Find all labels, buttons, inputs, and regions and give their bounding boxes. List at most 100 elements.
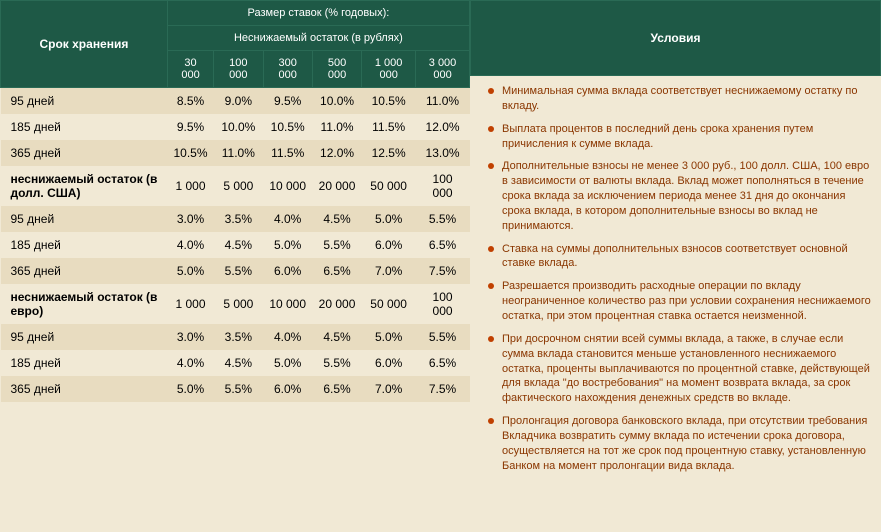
amount-col-4: 1 000 000 [362, 51, 416, 88]
cell: 5.0% [167, 376, 213, 402]
cell: 20 000 [312, 284, 361, 324]
table-row: 185 дней4.0%4.5%5.0%5.5%6.0%6.5% [1, 232, 470, 258]
rates-table-container: Срок хранения Размер ставок (% годовых):… [0, 0, 470, 481]
cell: 7.5% [416, 376, 470, 402]
cell: 6.0% [263, 376, 312, 402]
cell: 5.5% [214, 376, 263, 402]
table-row: 95 дней3.0%3.5%4.0%4.5%5.0%5.5% [1, 206, 470, 232]
cell: 13.0% [416, 140, 470, 166]
rates-panel: Срок хранения Размер ставок (% годовых):… [0, 0, 881, 481]
conditions-panel: Условия Минимальная сумма вклада соответ… [470, 0, 881, 481]
cell: 5.0% [263, 350, 312, 376]
cell: 10 000 [263, 284, 312, 324]
row-label: 95 дней [1, 324, 168, 350]
cell: 10 000 [263, 166, 312, 206]
cell: 9.5% [263, 88, 312, 115]
condition-item: Пролонгация договора банковского вклада,… [488, 414, 871, 473]
cell: 11.5% [362, 114, 416, 140]
cell: 50 000 [362, 284, 416, 324]
cell: 6.0% [362, 232, 416, 258]
row-label: 185 дней [1, 232, 168, 258]
amount-col-5: 3 000 000 [416, 51, 470, 88]
cell: 4.0% [167, 350, 213, 376]
col-min-balance-rub: Неснижаемый остаток (в рублях) [167, 26, 469, 51]
cell: 6.5% [416, 350, 470, 376]
row-label: 185 дней [1, 114, 168, 140]
cell: 11.0% [312, 114, 361, 140]
cell: 5.5% [312, 350, 361, 376]
condition-item: Выплата процентов в последний день срока… [488, 122, 871, 152]
condition-item: Ставка на суммы дополнительных взносов с… [488, 242, 871, 272]
cell: 9.0% [214, 88, 263, 115]
row-label: 185 дней [1, 350, 168, 376]
cell: 7.0% [362, 376, 416, 402]
cell: 4.5% [214, 232, 263, 258]
cell: 50 000 [362, 166, 416, 206]
cell: 6.5% [416, 232, 470, 258]
table-row: 95 дней3.0%3.5%4.0%4.5%5.0%5.5% [1, 324, 470, 350]
cell: 6.5% [312, 376, 361, 402]
cell: 12.0% [312, 140, 361, 166]
table-row: 185 дней9.5%10.0%10.5%11.0%11.5%12.0% [1, 114, 470, 140]
cell: 5.0% [167, 258, 213, 284]
cell: 3.0% [167, 206, 213, 232]
cell: 4.0% [167, 232, 213, 258]
table-row: 365 дней10.5%11.0%11.5%12.0%12.5%13.0% [1, 140, 470, 166]
row-label: 365 дней [1, 258, 168, 284]
row-label: неснижаемый остаток (в евро) [1, 284, 168, 324]
condition-item: Дополнительные взносы не менее 3 000 руб… [488, 159, 871, 233]
cell: 3.5% [214, 206, 263, 232]
condition-item: При досрочном снятии всей суммы вклада, … [488, 332, 871, 406]
condition-item: Разрешается производить расходные операц… [488, 279, 871, 324]
cell: 10.5% [362, 88, 416, 115]
cell: 7.5% [416, 258, 470, 284]
amount-col-3: 500 000 [312, 51, 361, 88]
cell: 11.0% [214, 140, 263, 166]
cell: 1 000 [167, 166, 213, 206]
cell: 10.0% [312, 88, 361, 115]
row-label: 365 дней [1, 376, 168, 402]
cell: 5.5% [416, 324, 470, 350]
cell: 4.5% [214, 350, 263, 376]
cell: 5.0% [362, 206, 416, 232]
cell: 12.0% [416, 114, 470, 140]
col-rates-title: Размер ставок (% годовых): [167, 1, 469, 26]
cell: 12.5% [362, 140, 416, 166]
cell: 100 000 [416, 284, 470, 324]
cell: 5 000 [214, 284, 263, 324]
conditions-list: Минимальная сумма вклада соответствует н… [488, 84, 871, 473]
cell: 5.5% [416, 206, 470, 232]
cell: 5.5% [214, 258, 263, 284]
cell: 5.5% [312, 232, 361, 258]
cell: 11.5% [263, 140, 312, 166]
row-label: 365 дней [1, 140, 168, 166]
cell: 100 000 [416, 166, 470, 206]
table-row: 185 дней4.0%4.5%5.0%5.5%6.0%6.5% [1, 350, 470, 376]
cell: 4.0% [263, 206, 312, 232]
cell: 8.5% [167, 88, 213, 115]
rates-table: Срок хранения Размер ставок (% годовых):… [0, 0, 470, 402]
cell: 5.0% [263, 232, 312, 258]
table-row: 95 дней8.5%9.0%9.5%10.0%10.5%11.0% [1, 88, 470, 115]
table-row: неснижаемый остаток (в долл. США)1 0005 … [1, 166, 470, 206]
cell: 20 000 [312, 166, 361, 206]
condition-item: Минимальная сумма вклада соответствует н… [488, 84, 871, 114]
cell: 6.0% [263, 258, 312, 284]
table-row: 365 дней5.0%5.5%6.0%6.5%7.0%7.5% [1, 258, 470, 284]
cell: 4.5% [312, 324, 361, 350]
cell: 11.0% [416, 88, 470, 115]
cell: 1 000 [167, 284, 213, 324]
rates-tbody: 95 дней8.5%9.0%9.5%10.0%10.5%11.0%185 дн… [1, 88, 470, 403]
cell: 3.0% [167, 324, 213, 350]
cell: 6.5% [312, 258, 361, 284]
table-row: 365 дней5.0%5.5%6.0%6.5%7.0%7.5% [1, 376, 470, 402]
row-label: 95 дней [1, 88, 168, 115]
cell: 3.5% [214, 324, 263, 350]
amount-col-0: 30 000 [167, 51, 213, 88]
amount-col-2: 300 000 [263, 51, 312, 88]
cell: 10.5% [167, 140, 213, 166]
row-label: 95 дней [1, 206, 168, 232]
cell: 10.0% [214, 114, 263, 140]
cell: 10.5% [263, 114, 312, 140]
col-storage-term: Срок хранения [1, 1, 168, 88]
